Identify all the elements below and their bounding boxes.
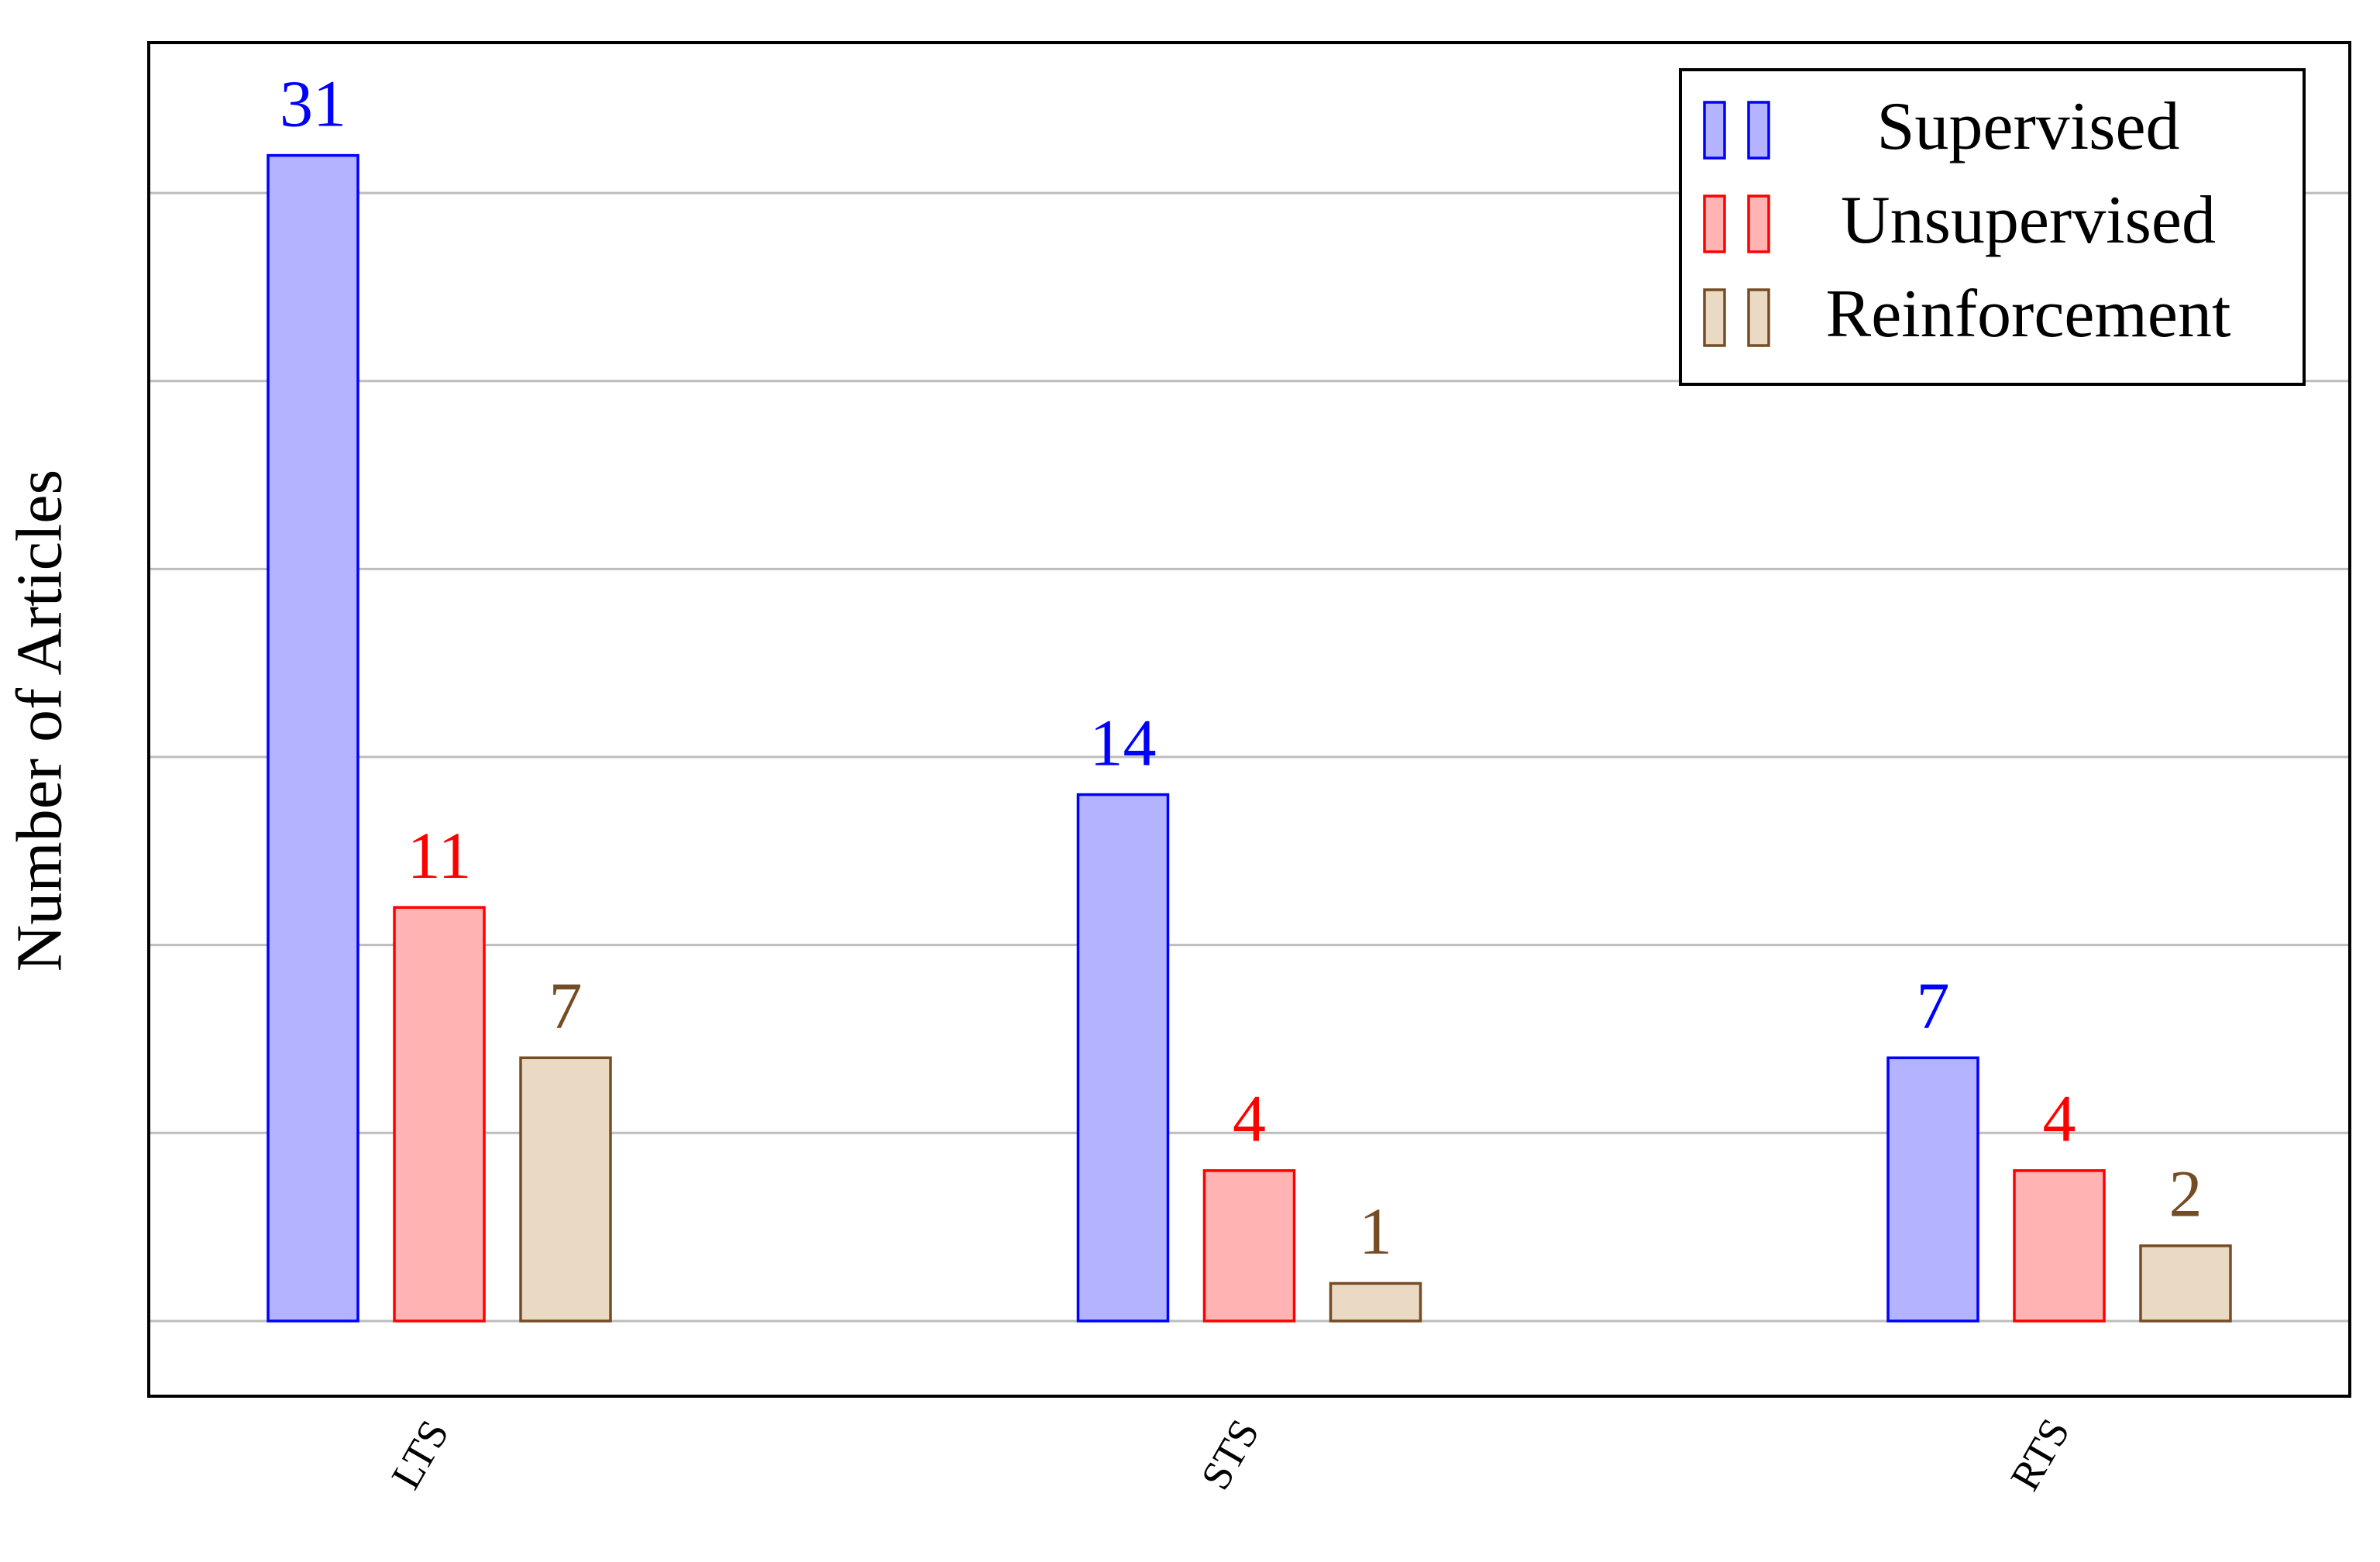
legend-label: Reinforcement — [1826, 277, 2231, 352]
value-label: 11 — [408, 818, 472, 893]
x-tick-label: LTS — [382, 1412, 457, 1497]
x-tick-label: RTS — [2001, 1411, 2079, 1498]
bar — [1329, 1282, 1422, 1323]
value-label: 14 — [1090, 705, 1157, 779]
legend-swatch — [1747, 288, 1770, 347]
legend-swatch — [1703, 288, 1726, 347]
x-tick-label: STS — [1192, 1412, 1267, 1498]
bar — [1076, 793, 1170, 1323]
value-label: 1 — [1359, 1194, 1392, 1268]
bar — [519, 1056, 612, 1323]
legend-box — [1679, 68, 2306, 386]
legend-swatch — [1747, 194, 1770, 253]
bar — [2139, 1244, 2232, 1323]
bar — [393, 906, 486, 1323]
legend-swatch — [1703, 101, 1726, 160]
legend-label: Supervised — [1876, 89, 2179, 164]
legend-swatch — [1703, 194, 1726, 253]
legend-label: Unsupervised — [1841, 183, 2216, 258]
value-label: 7 — [549, 969, 583, 1043]
y-axis-label: Number of Articles — [3, 470, 75, 972]
value-label: 4 — [1233, 1082, 1266, 1156]
value-label: 31 — [280, 66, 346, 140]
legend-swatch — [1747, 101, 1770, 160]
value-label: 4 — [2042, 1082, 2076, 1156]
plot-frame — [147, 41, 2351, 1398]
bar — [1202, 1169, 1296, 1323]
value-label: 7 — [1916, 969, 1949, 1043]
bar — [1886, 1056, 1979, 1323]
value-label: 2 — [2168, 1157, 2202, 1231]
bar — [267, 153, 359, 1323]
bar — [2013, 1169, 2106, 1323]
